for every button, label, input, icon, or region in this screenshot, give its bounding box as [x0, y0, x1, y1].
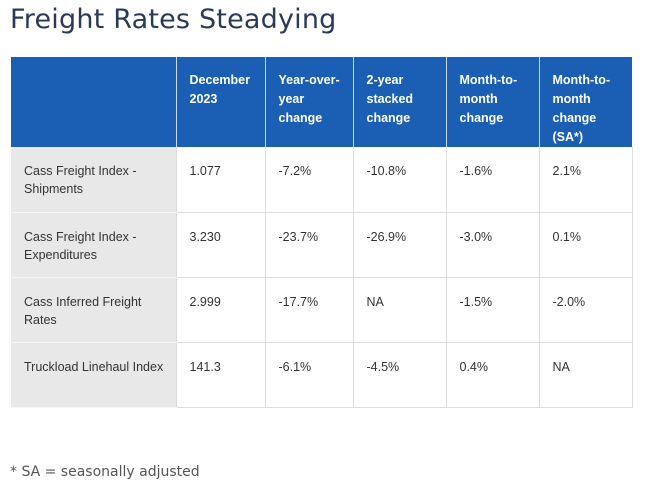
row-label: Cass Freight Index - Expenditures	[11, 212, 177, 278]
table-cell: -7.2%	[265, 147, 354, 213]
page-title: Freight Rates Steadying	[10, 4, 337, 35]
table-cell: -26.9%	[353, 212, 447, 278]
table-cell: -10.8%	[353, 147, 447, 213]
freight-rates-table-container: December 2023 Year-over-year change 2-ye…	[11, 57, 633, 408]
table-cell: -4.5%	[353, 342, 447, 408]
table-cell: -2.0%	[539, 277, 633, 343]
column-header-december-2023: December 2023	[176, 57, 266, 147]
table-cell: 2.999	[176, 277, 266, 343]
freight-rates-table: December 2023 Year-over-year change 2-ye…	[11, 57, 633, 408]
column-header-mom-change-sa: Month-to-month change (SA*)	[539, 57, 632, 147]
table-cell: NA	[539, 342, 633, 408]
table-cell: -3.0%	[446, 212, 540, 278]
table-row: Cass Freight Index - Shipments 1.077 -7.…	[11, 147, 633, 213]
footnote: * SA = seasonally adjusted	[10, 464, 200, 480]
column-header-mom-change: Month-to-month change	[446, 57, 540, 147]
table-cell: 0.4%	[446, 342, 540, 408]
table-cell: 141.3	[176, 342, 266, 408]
table-cell: -6.1%	[265, 342, 354, 408]
row-label: Cass Freight Index - Shipments	[11, 147, 177, 213]
table-header-row: December 2023 Year-over-year change 2-ye…	[11, 57, 632, 147]
table-row: Truckload Linehaul Index 141.3 -6.1% -4.…	[11, 342, 633, 408]
table-cell: NA	[353, 277, 447, 343]
table-cell: -23.7%	[265, 212, 354, 278]
table-cell: 2.1%	[539, 147, 633, 213]
table-cell: -17.7%	[265, 277, 354, 343]
row-label: Cass Inferred Freight Rates	[11, 277, 177, 343]
table-cell: -1.6%	[446, 147, 540, 213]
table-cell: 1.077	[176, 147, 266, 213]
table-cell: -1.5%	[446, 277, 540, 343]
table-row: Cass Inferred Freight Rates 2.999 -17.7%…	[11, 277, 633, 343]
column-header-2yr-stacked-change: 2-year stacked change	[353, 57, 447, 147]
table-cell: 3.230	[176, 212, 266, 278]
column-header-yoy-change: Year-over-year change	[265, 57, 354, 147]
column-header-blank	[11, 57, 177, 147]
table-row: Cass Freight Index - Expenditures 3.230 …	[11, 212, 633, 278]
table-cell: 0.1%	[539, 212, 633, 278]
row-label: Truckload Linehaul Index	[11, 342, 177, 408]
